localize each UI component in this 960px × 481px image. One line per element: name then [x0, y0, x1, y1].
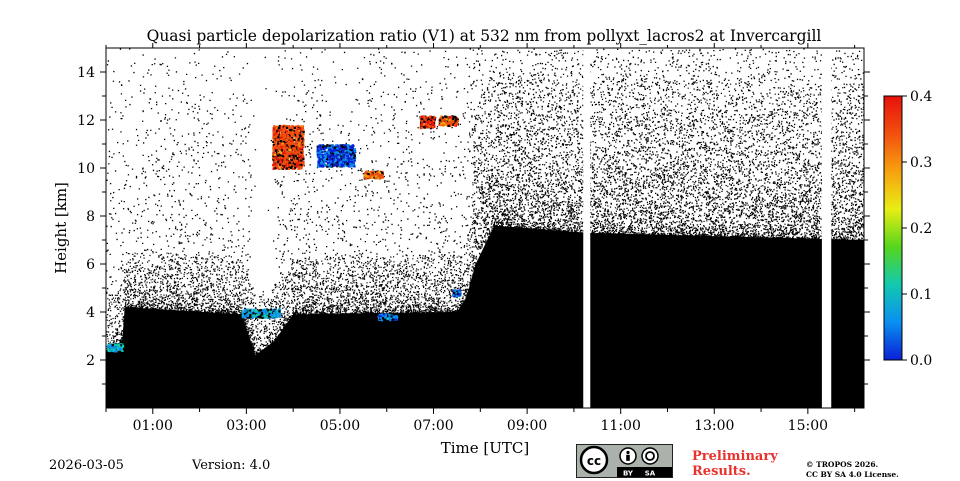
- colorbar-tick-label: 0.0: [910, 353, 932, 369]
- colorbar-tick-label: 0.2: [910, 221, 932, 237]
- noise-edge: [106, 71, 864, 356]
- y-tick-label: 2: [86, 353, 95, 369]
- colorbar-tick-label: 0.3: [910, 155, 932, 171]
- x-axis: 01:00 03:00 05:00 07:00 09:00 11:00 13:00 15:00: [105, 43, 856, 434]
- colorbar-tick-label: 0.4: [910, 89, 932, 105]
- y-tick-label: 14: [77, 65, 95, 81]
- preliminary-line-1: Preliminary: [692, 449, 778, 464]
- feature-0: [107, 343, 125, 353]
- chart-title: Quasi particle depolarization ratio (V1)…: [147, 27, 822, 45]
- y-axis-label: Height [km]: [52, 182, 70, 274]
- footer-version: Version: 4.0: [192, 458, 271, 473]
- feature-3: [452, 289, 462, 298]
- colorbar: 0.0 0.1 0.2 0.3 0.4: [883, 89, 932, 369]
- x-tick-label: 09:00: [507, 418, 547, 434]
- plot-frame: [105, 47, 865, 409]
- cc-logo-icon: [579, 445, 609, 475]
- x-tick-label: 15:00: [788, 418, 828, 434]
- x-tick-label: 05:00: [320, 418, 360, 434]
- feature-5: [316, 144, 357, 168]
- x-tick-label: 03:00: [226, 418, 266, 434]
- signal-region: [106, 225, 864, 408]
- footer-date: 2026-03-05: [49, 458, 124, 473]
- feature-1: [241, 308, 282, 319]
- feature-2: [377, 313, 399, 322]
- y-tick-label: 8: [86, 209, 95, 225]
- colorbar-gradient: [883, 95, 903, 361]
- x-tick-label: 01:00: [133, 418, 173, 434]
- preliminary-line-2: Results.: [692, 464, 751, 479]
- feature-7: [419, 115, 436, 130]
- features-layer: [107, 115, 462, 353]
- cc-license-badge[interactable]: cc BY SA: [576, 444, 673, 478]
- no-data-gap-0: [583, 48, 591, 408]
- colorbar-tick-label: 0.1: [910, 287, 932, 303]
- y-tick-label: 6: [86, 257, 95, 273]
- y-axis: 2 4 6 8 10 12 14: [77, 65, 870, 385]
- x-axis-label: Time [UTC]: [441, 439, 530, 457]
- preliminary-notice: Preliminary Results.: [692, 449, 778, 479]
- y-tick-label: 10: [77, 161, 95, 177]
- copyright-notice: © TROPOS 2026. CC BY SA 4.0 License.: [806, 460, 899, 480]
- cc-icons: cc BY SA: [577, 445, 672, 478]
- x-tick-label: 07:00: [413, 418, 453, 434]
- cc-sa-label: SA: [645, 470, 656, 478]
- feature-8: [438, 115, 459, 127]
- noise-layer: [106, 48, 864, 356]
- copyright-line-2: CC BY SA 4.0 License.: [806, 470, 899, 479]
- colorbar-ticks: 0.0 0.1 0.2 0.3 0.4: [902, 89, 932, 369]
- feature-4: [272, 124, 305, 171]
- cc-by-label: BY: [623, 470, 634, 478]
- cc-sa-share-icon: [641, 447, 659, 465]
- plot-area: [106, 48, 864, 408]
- no-data-gaps: [583, 48, 832, 408]
- x-tick-label: 13:00: [694, 418, 734, 434]
- no-data-gap-1: [821, 48, 832, 408]
- feature-6: [363, 170, 385, 180]
- copyright-line-1: © TROPOS 2026.: [806, 460, 879, 469]
- y-tick-label: 12: [77, 113, 95, 129]
- x-tick-label: 11:00: [601, 418, 641, 434]
- y-tick-label: 4: [86, 305, 95, 321]
- svg-text:cc: cc: [587, 454, 601, 468]
